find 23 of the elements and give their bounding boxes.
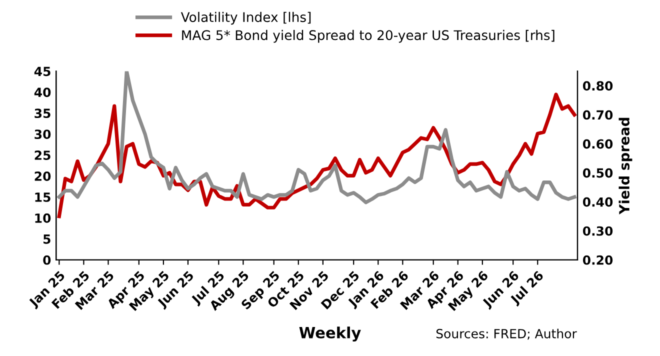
x-axis-title: Weekly	[299, 326, 361, 342]
y-tick-label: 10	[35, 213, 51, 223]
y2-axis-title: Yield spread	[618, 118, 632, 214]
y-tick-label: 45	[34, 66, 50, 76]
y2-tick-label: 0.30	[582, 226, 613, 236]
legend-label: Volatility Index [lhs]	[180, 12, 311, 25]
y2-tick-label: 0.70	[582, 110, 613, 120]
y2-tick-label: 0.20	[582, 255, 613, 265]
y2-tick-label: 0.60	[582, 139, 613, 149]
y2-tick-label: 0.40	[582, 197, 613, 207]
source-note: Sources: FRED; Author	[436, 328, 577, 340]
y2-tick-label: 0.80	[582, 81, 613, 91]
y-tick-label: 40	[34, 88, 51, 98]
y-tick-label: 35	[34, 108, 50, 118]
line-series	[57, 71, 576, 204]
y-tick-label: 5	[44, 234, 50, 244]
y2-tick-label: 0.50	[582, 168, 613, 178]
legend-label: MAG 5* Bond yield Spread to 20-year US Treasuries [rhs]	[182, 30, 554, 43]
y-tick-label: 0	[43, 255, 51, 265]
y-tick-label: 20	[34, 171, 51, 181]
y-tick-label: 25	[34, 150, 50, 160]
y-tick-label: 30	[34, 130, 51, 140]
y-tick-label: 15	[35, 192, 50, 202]
